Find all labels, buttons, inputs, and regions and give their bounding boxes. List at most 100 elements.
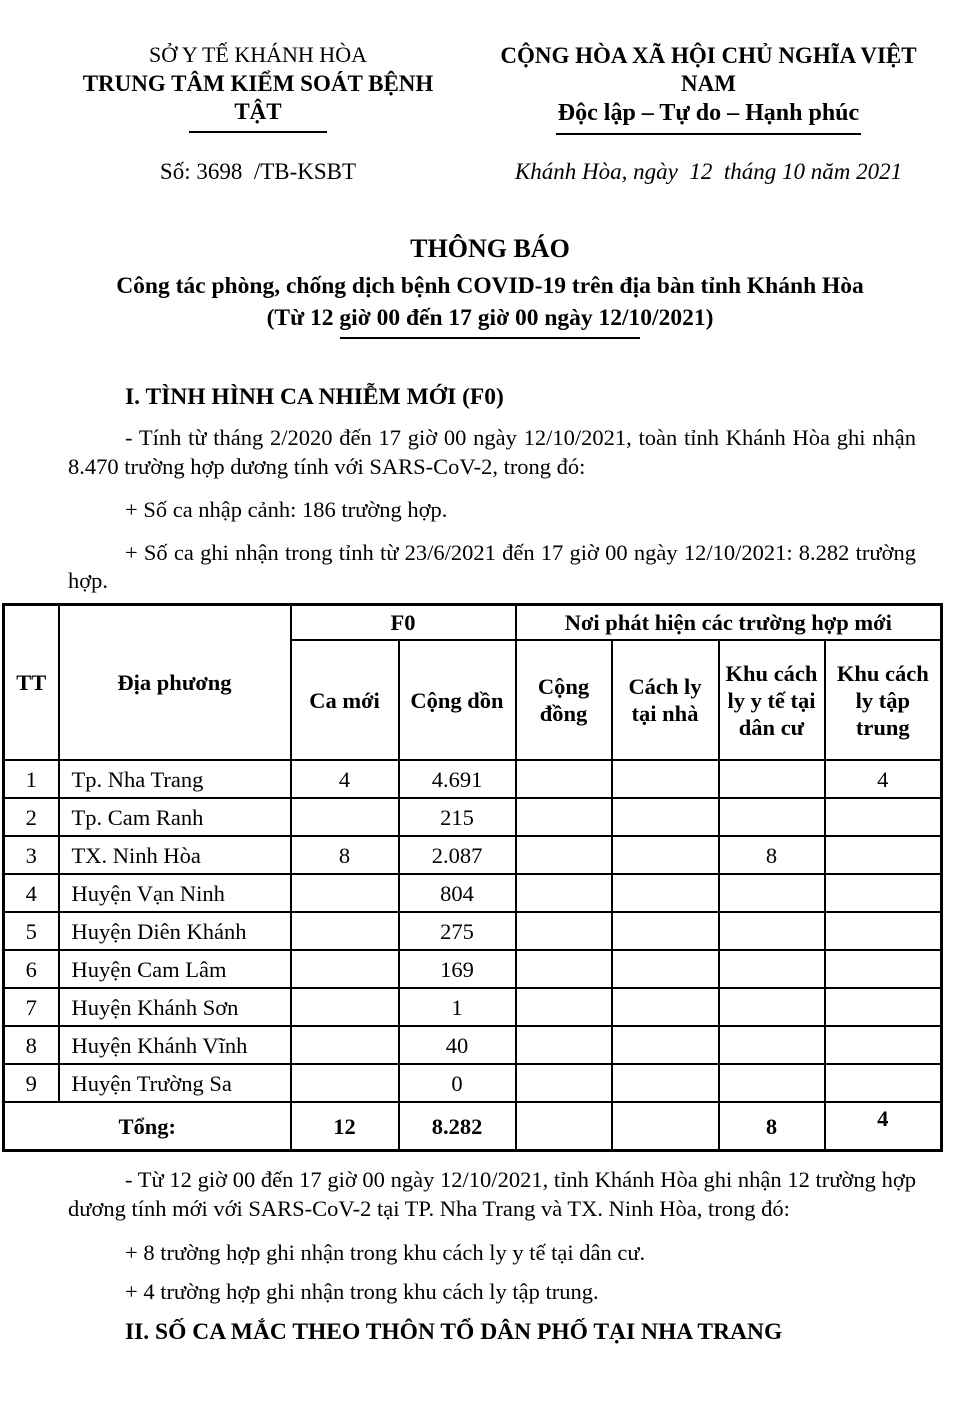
cell-cach-ly-tai-nha	[610, 987, 720, 1028]
section1-heading: I. TÌNH HÌNH CA NHIỄM MỚI (F0)	[125, 383, 504, 410]
total-khu-cach-ly-tap-trung: 4	[823, 1101, 943, 1152]
org-name: TRUNG TÂM KIỂM SOÁT BỆNH TẬT	[82, 71, 434, 124]
cell-cong-don: 215	[397, 797, 517, 838]
col-group-noi-phat-hien: Nơi phát hiện các trường hợp mới	[514, 603, 943, 642]
cell-cong-don: 1	[397, 987, 517, 1028]
national-motto-block: CỘNG HÒA XÃ HỘI CHỦ NGHĨA VIỆT NAM Độc l…	[476, 42, 941, 185]
cell-cong-don: 169	[397, 949, 517, 990]
cell-khu-cach-ly-tap-trung: 4	[823, 759, 943, 800]
paragraph: - Tính từ tháng 2/2020 đến 17 giờ 00 ngà…	[68, 425, 916, 480]
cell-tt: 2	[2, 797, 60, 838]
cell-dia-phuong: TX. Ninh Hòa	[57, 835, 292, 876]
cell-cach-ly-tai-nha	[610, 873, 720, 914]
cell-ca-moi	[289, 949, 400, 990]
cell-tt: 6	[2, 949, 60, 990]
cell-tt: 4	[2, 873, 60, 914]
cell-khu-cach-ly-y-te	[717, 1063, 826, 1104]
total-cach-ly-tai-nha	[610, 1101, 720, 1152]
table-row: 9 Huyện Trường Sa 0	[2, 1063, 943, 1104]
cell-cach-ly-tai-nha	[610, 797, 720, 838]
cell-cong-don: 0	[397, 1063, 517, 1104]
col-header-cong-don: Cộng dồn	[397, 639, 517, 762]
cell-khu-cach-ly-tap-trung	[823, 797, 943, 838]
cell-cong-dong	[514, 987, 613, 1028]
cell-cong-dong	[514, 797, 613, 838]
cell-ca-moi	[289, 911, 400, 952]
cell-cach-ly-tai-nha	[610, 911, 720, 952]
document-header: SỞ Y TẾ KHÁNH HÒA TRUNG TÂM KIỂM SOÁT BỆ…	[0, 42, 980, 185]
cell-ca-moi	[289, 873, 400, 914]
col-header-dia-phuong: Địa phương	[57, 603, 292, 762]
cell-khu-cach-ly-y-te	[717, 759, 826, 800]
table-row: 7 Huyện Khánh Sơn 1	[2, 987, 943, 1028]
cell-ca-moi	[289, 797, 400, 838]
table-row: 8 Huyện Khánh Vĩnh 40	[2, 1025, 943, 1066]
cell-cong-don: 40	[397, 1025, 517, 1066]
cell-tt: 7	[2, 987, 60, 1028]
table-row: 3 TX. Ninh Hòa 8 2.087 8	[2, 835, 943, 876]
cell-dia-phuong: Tp. Cam Ranh	[57, 797, 292, 838]
issuing-org-block: SỞ Y TẾ KHÁNH HÒA TRUNG TÂM KIỂM SOÁT BỆ…	[58, 42, 458, 185]
national-motto: Độc lập – Tự do – Hạnh phúc	[557, 100, 860, 127]
cell-tt: 1	[2, 759, 60, 800]
paragraph: + Số ca nhập cảnh: 186 trường hợp.	[125, 496, 448, 522]
paragraph: + Số ca ghi nhận trong tỉnh từ 23/6/2021…	[68, 539, 916, 594]
covid-cases-table: TT Địa phương F0 Nơi phát hiện các trườn…	[2, 603, 944, 1153]
motto-underline	[556, 132, 861, 135]
cell-tt: 8	[2, 1025, 60, 1066]
cell-khu-cach-ly-tap-trung	[823, 987, 943, 1028]
table-row: 6 Huyện Cam Lâm 169	[2, 949, 943, 990]
cell-tt: 5	[2, 911, 60, 952]
org-underline	[189, 130, 327, 133]
table-total-row: Tổng: 12 8.282 8 4	[2, 1101, 943, 1152]
cell-cong-dong	[514, 1063, 613, 1104]
doc-number: Số: 3698 /TB-KSBT	[159, 158, 357, 184]
total-cong-dong	[514, 1101, 613, 1152]
cell-cong-don: 4.691	[397, 759, 517, 800]
cell-khu-cach-ly-y-te: 8	[717, 835, 826, 876]
cell-ca-moi: 8	[289, 835, 400, 876]
cell-dia-phuong: Huyện Khánh Vĩnh	[57, 1025, 292, 1066]
col-header-cach-ly-tai-nha: Cách ly tại nhà	[610, 639, 720, 762]
cell-khu-cach-ly-tap-trung	[823, 911, 943, 952]
paragraph: + 8 trường hợp ghi nhận trong khu cách l…	[125, 1239, 646, 1265]
col-header-tt: TT	[2, 603, 60, 762]
table-row: 4 Huyện Vạn Ninh 804	[2, 873, 943, 914]
cell-cong-dong	[514, 835, 613, 876]
cell-khu-cach-ly-y-te	[717, 911, 826, 952]
total-khu-cach-ly-y-te: 8	[717, 1101, 826, 1152]
col-group-f0: F0	[289, 603, 517, 642]
cell-cach-ly-tai-nha	[610, 835, 720, 876]
cell-cong-don: 275	[397, 911, 517, 952]
cell-dia-phuong: Huyện Trường Sa	[57, 1063, 292, 1104]
col-header-ca-moi: Ca mới	[289, 639, 400, 762]
cell-tt: 9	[2, 1063, 60, 1104]
cell-cach-ly-tai-nha	[610, 1025, 720, 1066]
cell-cach-ly-tai-nha	[610, 759, 720, 800]
cell-khu-cach-ly-y-te	[717, 987, 826, 1028]
cell-cong-dong	[514, 949, 613, 990]
cell-khu-cach-ly-tap-trung	[823, 949, 943, 990]
cell-khu-cach-ly-tap-trung	[823, 835, 943, 876]
col-header-khu-cach-ly-tap-trung: Khu cách ly tập trung	[823, 639, 943, 762]
cell-khu-cach-ly-y-te	[717, 949, 826, 990]
cell-khu-cach-ly-tap-trung	[823, 873, 943, 914]
cell-cong-dong	[514, 873, 613, 914]
cell-dia-phuong: Huyện Diên Khánh	[57, 911, 292, 952]
cell-tt: 3	[2, 835, 60, 876]
cell-khu-cach-ly-tap-trung	[823, 1025, 943, 1066]
cell-khu-cach-ly-tap-trung	[823, 1063, 943, 1104]
cell-cong-dong	[514, 1025, 613, 1066]
col-header-khu-cach-ly-y-te: Khu cách ly y tế tại dân cư	[717, 639, 826, 762]
table-header-sub-row: Ca mới Cộng dồn Cộng đồng Cách ly tại nh…	[4, 639, 943, 762]
cell-ca-moi: 4	[289, 759, 400, 800]
paragraph: + 4 trường hợp ghi nhận trong khu cách l…	[125, 1278, 599, 1304]
cell-ca-moi	[289, 1025, 400, 1066]
cell-khu-cach-ly-y-te	[717, 797, 826, 838]
title-underline	[340, 336, 640, 339]
paragraph: - Từ 12 giờ 00 đến 17 giờ 00 ngày 12/10/…	[68, 1167, 916, 1222]
total-cong-don: 8.282	[397, 1101, 517, 1152]
cell-dia-phuong: Tp. Nha Trang	[57, 759, 292, 800]
table-header-group-row: TT Địa phương F0 Nơi phát hiện các trườn…	[2, 603, 943, 762]
